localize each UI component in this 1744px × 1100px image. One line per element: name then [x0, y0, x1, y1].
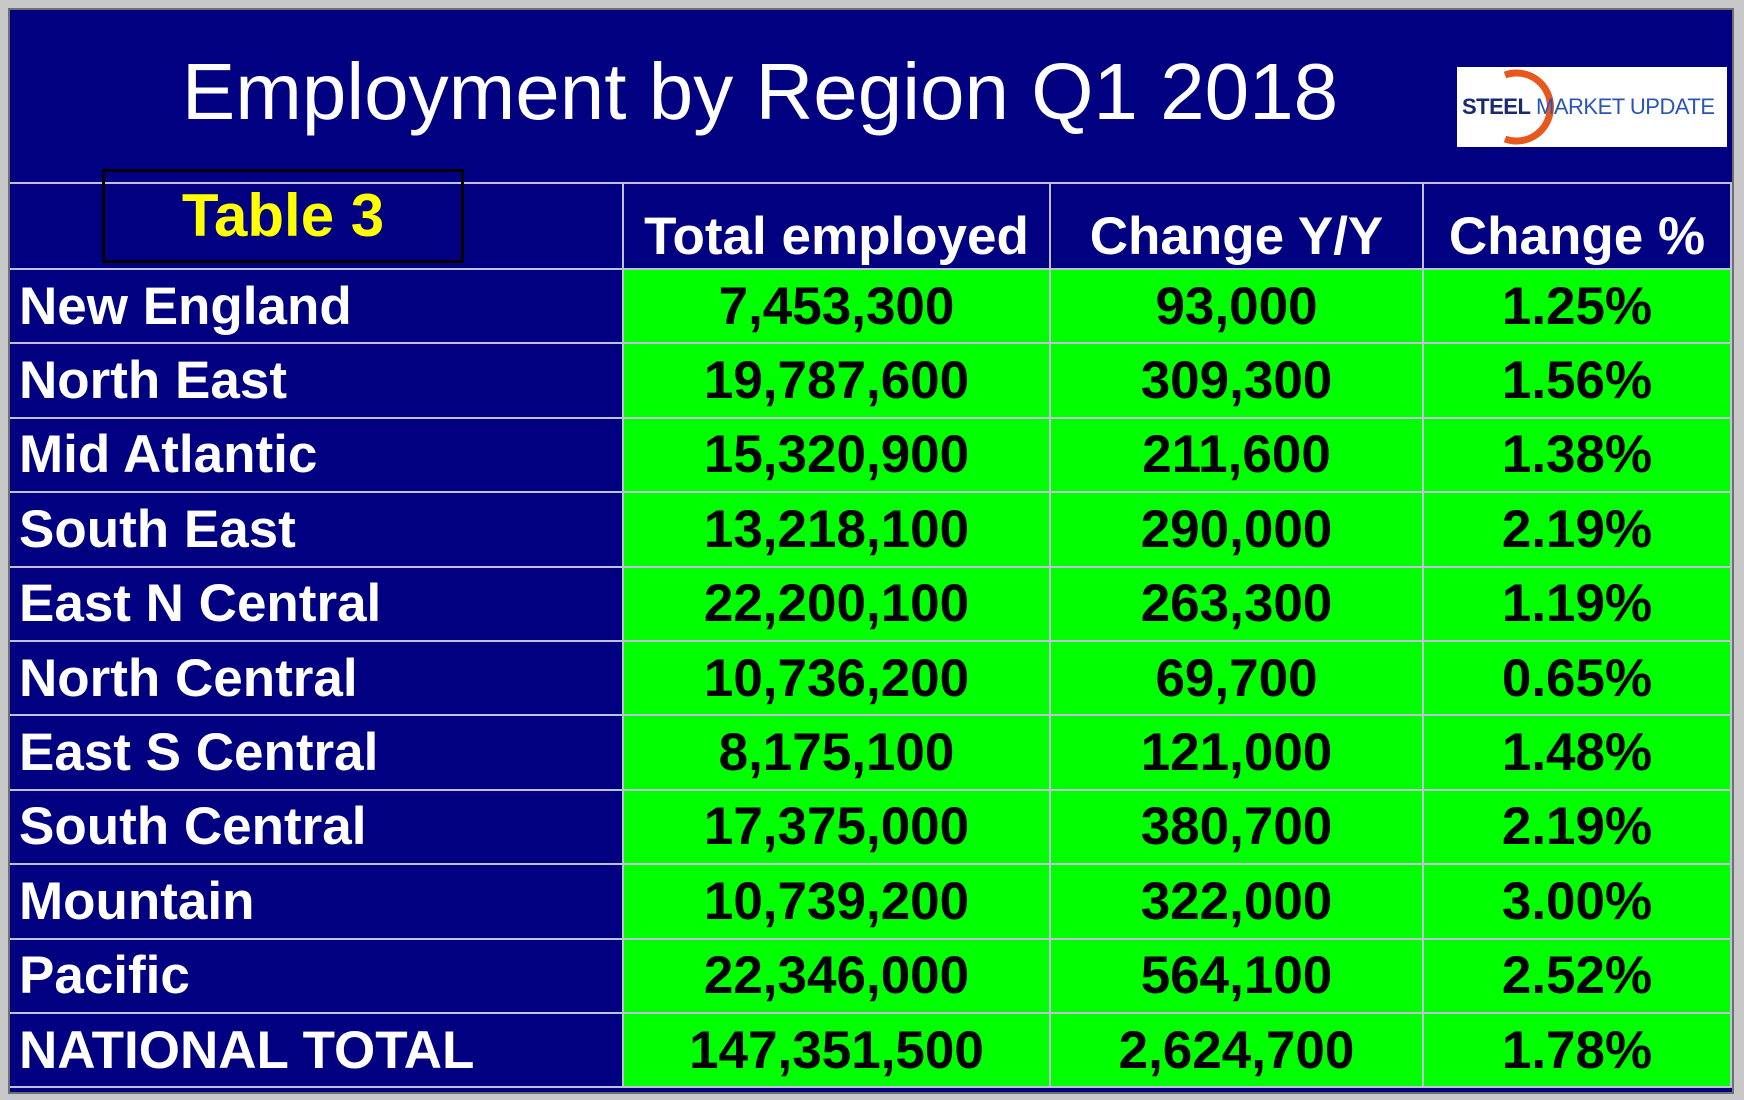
row-label: Mountain — [10, 865, 624, 940]
slide: Employment by Region Q1 2018 STEEL MARKE… — [8, 8, 1734, 1094]
cell-value: 10,736,200 — [624, 642, 1051, 717]
cell-value: 121,000 — [1051, 716, 1424, 791]
cell-value: 1.78% — [1424, 1014, 1732, 1089]
row-label: South East — [10, 493, 624, 568]
row-label: East N Central — [10, 567, 624, 642]
logo-arc — [1503, 69, 1554, 145]
logo-rest: MARKET UPDATE — [1536, 94, 1715, 119]
cell-value: 13,218,100 — [624, 493, 1051, 568]
cell-value: 0.65% — [1424, 642, 1732, 717]
row-label: North Central — [10, 642, 624, 717]
cell-value: 17,375,000 — [624, 790, 1051, 866]
column-header: Total employed — [624, 184, 1051, 270]
cell-value: 211,600 — [1051, 418, 1424, 494]
row-label: NATIONAL TOTAL — [10, 1014, 624, 1089]
cell-value: 1.38% — [1424, 418, 1732, 494]
cell-value: 1.19% — [1424, 567, 1732, 642]
cell-value: 380,700 — [1051, 790, 1424, 866]
cell-value: 564,100 — [1051, 939, 1424, 1014]
cell-value: 22,200,100 — [624, 567, 1051, 642]
row-label: Pacific — [10, 939, 624, 1014]
cell-value: 22,346,000 — [624, 939, 1051, 1014]
cell-value: 19,787,600 — [624, 344, 1051, 419]
cell-value: 3.00% — [1424, 865, 1732, 940]
cell-value: 2.19% — [1424, 790, 1732, 866]
logo-text: STEEL MARKET UPDATE — [1462, 94, 1715, 120]
cell-value: 69,700 — [1051, 642, 1424, 717]
column-header: Change Y/Y — [1051, 184, 1424, 270]
cell-value: 147,351,500 — [624, 1014, 1051, 1089]
cell-value: 2.52% — [1424, 939, 1732, 1014]
cell-value: 290,000 — [1051, 493, 1424, 568]
column-header: Change % — [1424, 184, 1732, 270]
title: Employment by Region Q1 2018 — [181, 47, 1339, 136]
cell-value: 10,739,200 — [624, 865, 1051, 940]
cell-value: 2,624,700 — [1051, 1014, 1424, 1089]
badge: Table 3 — [102, 169, 464, 263]
row-label: South Central — [10, 790, 624, 866]
cell-value: 93,000 — [1051, 270, 1424, 345]
row-label: Mid Atlantic — [10, 418, 624, 494]
cell-value: 309,300 — [1051, 344, 1424, 419]
cell-value: 2.19% — [1424, 493, 1732, 568]
cell-value: 1.25% — [1424, 270, 1732, 345]
cell-value: 1.56% — [1424, 344, 1732, 419]
logo: STEEL MARKET UPDATE — [1457, 67, 1727, 147]
row-label: New England — [10, 270, 624, 345]
cell-value: 1.48% — [1424, 716, 1732, 791]
corner-cell — [10, 184, 624, 270]
logo-bold: STEEL — [1462, 94, 1531, 119]
cell-value: 7,453,300 — [624, 270, 1051, 345]
cell-value: 15,320,900 — [624, 418, 1051, 494]
row-label: East S Central — [10, 716, 624, 791]
cell-value: 8,175,100 — [624, 716, 1051, 791]
cell-value: 263,300 — [1051, 567, 1424, 642]
row-label: North East — [10, 344, 624, 419]
rule — [10, 182, 1732, 184]
cell-value: 322,000 — [1051, 865, 1424, 940]
